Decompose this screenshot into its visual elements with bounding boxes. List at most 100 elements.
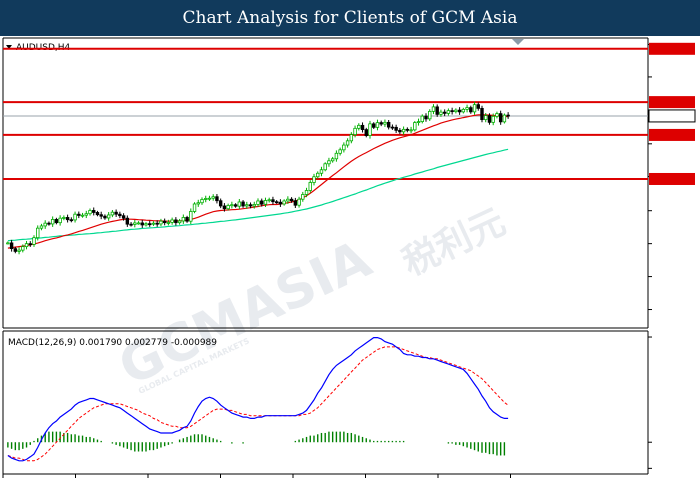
macd-pane: MACD(12,26,9) 0.001790 0.002779 -0.00098… (2, 330, 652, 475)
candle-body (435, 106, 439, 115)
candle-body (13, 248, 18, 252)
candle (21, 244, 25, 253)
candle (103, 214, 107, 220)
candle (144, 222, 148, 227)
candle (6, 241, 10, 245)
candle (390, 124, 395, 130)
candle (170, 217, 174, 225)
candle (47, 221, 51, 226)
candle (196, 199, 200, 207)
candle (129, 222, 133, 227)
candle-body (491, 115, 495, 123)
candle-body (36, 227, 40, 239)
candle-body (230, 204, 234, 207)
candle (252, 201, 256, 209)
candle-body (133, 222, 137, 225)
candle (386, 119, 391, 130)
candle-body (383, 121, 387, 125)
candle (218, 198, 223, 209)
candle-body (43, 222, 47, 227)
candle (73, 211, 77, 223)
candle-body (69, 219, 74, 222)
candle (133, 220, 137, 228)
candle-body (177, 220, 182, 224)
candle-body (77, 213, 81, 216)
macd-main-line (7, 337, 509, 462)
candle (278, 199, 283, 207)
candle-body (401, 128, 406, 133)
candle (13, 246, 18, 254)
candle-body (28, 243, 32, 246)
candle-body (24, 243, 29, 248)
candle-body (502, 114, 507, 123)
candle (498, 110, 503, 125)
candle (476, 102, 480, 111)
candle-body (92, 210, 96, 213)
candle-body (442, 111, 447, 114)
candle-body (245, 204, 249, 207)
candle-body (316, 172, 320, 178)
candle (413, 121, 417, 132)
candle (405, 127, 410, 133)
candle (487, 113, 492, 125)
candle (349, 132, 354, 144)
candle (469, 105, 473, 114)
candle (256, 198, 260, 208)
candle-body (416, 121, 421, 124)
candle (398, 128, 402, 135)
candle (323, 162, 327, 172)
candle (420, 114, 424, 124)
candle (204, 195, 208, 203)
candle (364, 127, 368, 138)
candle-body (338, 149, 342, 154)
candle-body (99, 214, 103, 217)
candle (428, 109, 432, 122)
candle-body (282, 200, 286, 205)
candle (54, 217, 59, 225)
candle (345, 138, 350, 148)
candle (233, 203, 238, 208)
candle (416, 118, 421, 126)
candle (308, 180, 312, 193)
candle (9, 239, 14, 252)
candle-body (65, 217, 70, 221)
candle-body (32, 237, 36, 245)
candle (353, 125, 357, 138)
candle-body (103, 215, 107, 219)
candle-body (465, 107, 469, 110)
candle (58, 215, 62, 226)
candle (472, 101, 477, 115)
candle-body (304, 190, 309, 195)
current-price-badge (648, 109, 696, 123)
candle-body (323, 163, 327, 171)
candle (357, 123, 361, 131)
candle (431, 104, 436, 115)
candle (230, 201, 234, 209)
candle-body (200, 199, 204, 204)
candle (304, 187, 309, 198)
candle-body (428, 110, 432, 120)
candle (330, 156, 335, 163)
banner-title: Chart Analysis for Clients of GCM Asia (182, 8, 518, 28)
candle (263, 197, 268, 208)
candle-body (95, 212, 100, 216)
candle-body (110, 211, 115, 216)
candle (65, 214, 70, 223)
candle-body (379, 122, 383, 125)
candle (446, 108, 451, 116)
candle (36, 225, 40, 241)
candle-body (330, 158, 335, 162)
candle-body (140, 222, 144, 226)
candle (424, 113, 428, 122)
candle-body (222, 205, 227, 210)
candle (502, 113, 507, 124)
candle-body (136, 222, 141, 225)
candle-body (54, 219, 59, 224)
candle-body (252, 204, 256, 207)
candle (286, 196, 290, 204)
candle-body (218, 200, 223, 207)
candle-body (394, 126, 398, 131)
symbol-dropdown-icon[interactable] (6, 45, 12, 49)
candle-body (312, 176, 316, 183)
chart-shift-marker-icon[interactable] (512, 39, 524, 45)
